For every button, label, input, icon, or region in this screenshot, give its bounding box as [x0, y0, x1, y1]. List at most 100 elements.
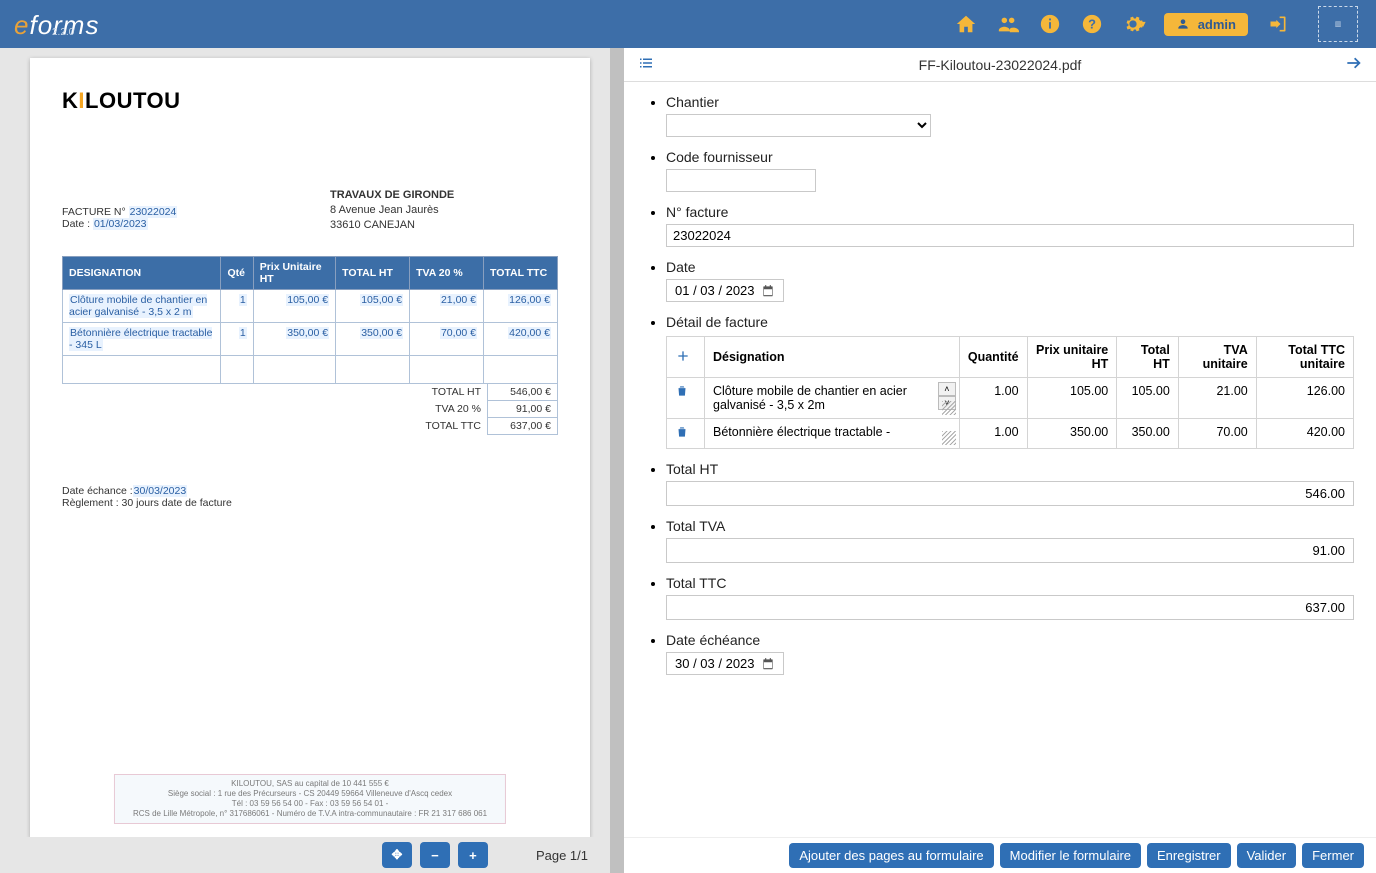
cell[interactable]: Clôture mobile de chantier en acier galv…	[713, 384, 907, 412]
resize-grip-icon[interactable]	[942, 431, 956, 445]
spin-up-icon[interactable]: ˄	[938, 382, 956, 396]
cell[interactable]: 1.00	[959, 378, 1027, 419]
dcol-ttc: Total TTC unitaire	[1256, 337, 1353, 378]
facture-label: FACTURE N°	[62, 206, 126, 218]
cell[interactable]: 1.00	[959, 419, 1027, 449]
info-icon[interactable]	[1038, 12, 1062, 36]
cell[interactable]: 105.00	[1027, 378, 1117, 419]
table-row: Clôture mobile de chantier en acier galv…	[63, 290, 558, 323]
date-value: 01 / 03 / 2023	[675, 283, 755, 298]
col-qte: Qté	[221, 257, 253, 290]
action-bar: Ajouter des pages au formulaire Modifier…	[624, 837, 1376, 873]
modify-form-button[interactable]: Modifier le formulaire	[1000, 843, 1141, 868]
invoice-footer: KILOUTOU, SAS au capital de 10 441 555 €…	[114, 774, 506, 824]
document-scroll[interactable]: KILOUTOU TRAVAUX DE GIRONDE 8 Avenue Jea…	[0, 48, 610, 837]
cell[interactable]: 70.00	[1178, 419, 1256, 449]
due-date-value: 30 / 03 / 2023	[675, 656, 755, 671]
home-icon[interactable]	[954, 12, 978, 36]
cell[interactable]: 350.00	[1117, 419, 1179, 449]
tot-ttc-label: TOTAL TTC	[418, 418, 488, 435]
zoom-out-button[interactable]: −	[420, 842, 450, 868]
detail-row: Clôture mobile de chantier en acier galv…	[667, 378, 1354, 419]
save-button[interactable]: Enregistrer	[1147, 843, 1231, 868]
resize-grip-icon[interactable]	[942, 401, 956, 415]
cell[interactable]: 126.00	[1256, 378, 1353, 419]
facture-date: 01/03/2023	[93, 218, 148, 230]
echeance-label: Date échance :	[62, 485, 133, 497]
delete-row-icon[interactable]	[675, 387, 689, 401]
cell[interactable]: Bétonnière électrique tractable -	[713, 425, 890, 439]
date-label: Date :	[62, 218, 90, 230]
cell: Clôture mobile de chantier en acier galv…	[69, 294, 207, 318]
users-icon[interactable]	[996, 12, 1020, 36]
delete-row-icon[interactable]	[675, 428, 689, 442]
invoice-totals: TOTAL HT546,00 € TVA 20 %91,00 € TOTAL T…	[418, 383, 559, 435]
close-button[interactable]: Fermer	[1302, 843, 1364, 868]
page-indicator: Page 1/1	[536, 848, 588, 863]
next-icon[interactable]	[1344, 53, 1364, 76]
date-input[interactable]: 01 / 03 / 2023	[666, 279, 784, 302]
list-icon[interactable]	[636, 54, 656, 75]
reglement: Règlement : 30 jours date de facture	[62, 497, 232, 509]
settings-icon[interactable]: ▾	[1122, 12, 1146, 36]
help-icon[interactable]: ?	[1080, 12, 1104, 36]
dcol-tva: TVA unitaire	[1178, 337, 1256, 378]
total-ht[interactable]: 546.00	[666, 481, 1354, 506]
form-body: Chantier Code fournisseur N° facture Dat…	[624, 82, 1376, 837]
invoice-lines-table: DESIGNATION Qté Prix Unitaire HT TOTAL H…	[62, 256, 558, 384]
calendar-icon	[761, 284, 775, 298]
validate-button[interactable]: Valider	[1237, 843, 1297, 868]
recipient-address: TRAVAUX DE GIRONDE 8 Avenue Jean Jaurès …	[330, 188, 454, 233]
nfacture-input[interactable]	[666, 224, 1354, 247]
col-totalht: TOTAL HT	[336, 257, 410, 290]
footer-line: Siège social : 1 rue des Précurseurs - C…	[168, 789, 452, 798]
fit-button[interactable]: ✥	[382, 842, 412, 868]
label-tottva: Total TVA	[666, 518, 1354, 534]
cell[interactable]: 105.00	[1117, 378, 1179, 419]
tot-tva: 91,00 €	[516, 403, 551, 415]
facture-no: 23022024	[129, 206, 178, 218]
code-fournisseur-input[interactable]	[666, 169, 816, 192]
stamp-icon: ▥	[1318, 6, 1358, 42]
addr-street: 8 Avenue Jean Jaurès	[330, 204, 439, 216]
main-split: KILOUTOU TRAVAUX DE GIRONDE 8 Avenue Jea…	[0, 48, 1376, 873]
document-toolbar: ✥ − + Page 1/1	[0, 837, 610, 873]
cell: Bétonnière électrique tractable - 345 L	[69, 327, 212, 351]
tot-tva-label: TVA 20 %	[418, 401, 488, 418]
col-designation: DESIGNATION	[63, 257, 221, 290]
dcol-pu: Prix unitaire HT	[1027, 337, 1117, 378]
cell[interactable]: 420.00	[1256, 419, 1353, 449]
user-icon	[1176, 17, 1190, 31]
logout-icon[interactable]	[1266, 12, 1290, 36]
label-date: Date	[666, 259, 1354, 275]
dcol-totalht: Total HT	[1117, 337, 1179, 378]
cell[interactable]: 350.00	[1027, 419, 1117, 449]
tot-ht: 546,00 €	[510, 386, 551, 398]
add-row-icon[interactable]	[675, 353, 691, 367]
topbar: eforms 2.2.0 ? ▾ admin ▥	[0, 0, 1376, 48]
col-tva: TVA 20 %	[410, 257, 484, 290]
due-date-input[interactable]: 30 / 03 / 2023	[666, 652, 784, 675]
total-ttc[interactable]: 637.00	[666, 595, 1354, 620]
splitter[interactable]	[610, 48, 624, 873]
form-pane: FF-Kiloutou-23022024.pdf Chantier Code f…	[624, 48, 1376, 873]
username: admin	[1198, 17, 1236, 32]
chantier-select[interactable]	[666, 114, 931, 137]
svg-text:?: ?	[1088, 17, 1096, 32]
add-pages-button[interactable]: Ajouter des pages au formulaire	[789, 843, 993, 868]
user-badge[interactable]: admin	[1164, 13, 1248, 36]
cell: 350,00 €	[286, 327, 329, 339]
zoom-in-button[interactable]: +	[458, 842, 488, 868]
cell[interactable]: 21.00	[1178, 378, 1256, 419]
form-header: FF-Kiloutou-23022024.pdf	[624, 48, 1376, 82]
logo-e: e	[14, 10, 29, 40]
total-tva[interactable]: 91.00	[666, 538, 1354, 563]
label-chantier: Chantier	[666, 94, 1354, 110]
invoice-terms: Date échance :30/03/2023 Règlement : 30 …	[62, 435, 558, 509]
document-pane: KILOUTOU TRAVAUX DE GIRONDE 8 Avenue Jea…	[0, 48, 610, 873]
label-deche: Date échéance	[666, 632, 1354, 648]
echeance: 30/03/2023	[133, 485, 188, 497]
dcol-quantite: Quantité	[959, 337, 1027, 378]
cell: 105,00 €	[360, 294, 403, 306]
cell: 420,00 €	[508, 327, 551, 339]
